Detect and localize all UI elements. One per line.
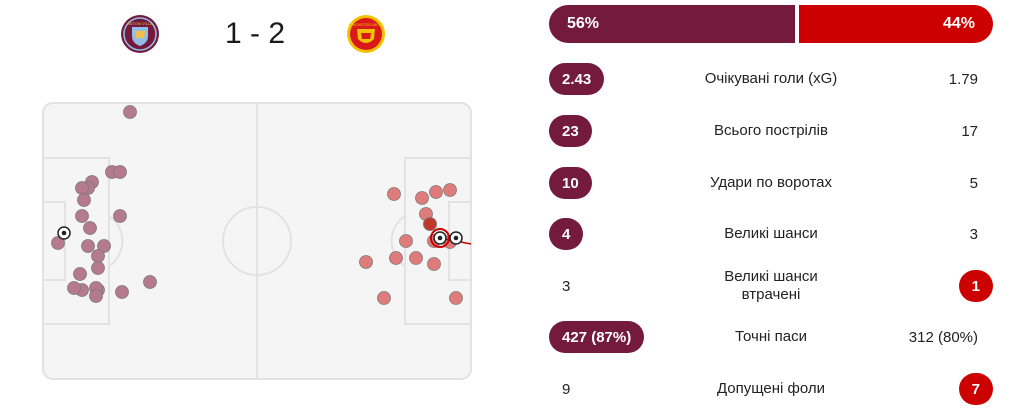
stat-row-big-chances: 4 Великі шанси 3 [549,214,993,254]
stat-label: Точні паси [735,328,807,345]
stat-home-value: 4 [549,218,584,250]
away-shot [399,234,413,248]
away-shot [389,251,403,265]
home-shot [115,285,129,299]
away-shot [415,191,429,205]
stat-away-value: 17 [961,122,978,140]
away-shot [449,291,463,305]
home-shot [75,181,89,195]
possession-bar: 56% 44% [549,5,993,43]
stat-home-value: 10 [549,167,592,199]
stat-away-value: 5 [969,174,978,192]
stat-home-value: 2.43 [549,63,605,95]
home-shot [143,275,157,289]
home-shot [113,209,127,223]
stat-row-shots-on-target: 10 Удари по воротах 5 [549,163,993,203]
home-shot [73,267,87,281]
stat-away-value: 312 (80%) [908,328,978,346]
stat-label: Удари по воротах [709,174,832,191]
away-goal-icon [430,228,450,248]
away-shot [409,251,423,265]
shot-map-pitch [42,102,472,380]
stat-row-total-shots: 23 Всього пострілів 17 [549,111,993,151]
crest-text: ASTON VILLA [127,21,153,26]
home-shot [51,236,65,250]
stat-home-value: 3 [562,277,571,295]
pitch-markings [42,102,472,380]
home-shot [123,105,137,119]
away-shot [427,257,441,271]
match-score: 1 - 2 [224,17,286,50]
away-shot-highlight [423,217,437,231]
shots-layer [51,105,472,305]
stat-home-value: 9 [562,380,571,398]
home-shot [91,249,105,263]
stat-label: Великі шанси втрачені [724,268,818,303]
away-shot [429,185,443,199]
crest-text: MANCHESTER UNITED [348,23,384,27]
stat-away-value: 3 [969,225,978,243]
away-shot [387,187,401,201]
home-shot [83,221,97,235]
stat-away-value: 1.79 [948,70,978,88]
stat-home-value: 427 (87%) [549,321,645,353]
stat-row-xg: 2.43 Очікувані голи (xG) 1.79 [549,59,993,99]
possession-away: 44% [799,5,993,43]
stat-away-value: 7 [958,373,993,405]
stat-row-accurate-passes: 427 (87%) Точні паси 312 (80%) [549,317,993,357]
home-goal-icon [57,226,71,240]
stat-away-value: 1 [958,270,993,302]
stat-label: Допущені фоли [716,380,826,397]
away-shot [359,255,373,269]
home-shot [77,193,91,207]
stat-home-value: 23 [549,115,592,147]
possession-home: 56% [549,5,795,43]
home-shot [97,239,111,253]
stat-row-fouls: 9 Допущені фоли 7 [549,369,993,409]
aston-villa-crest: ASTON VILLA [121,15,159,53]
stat-label: Очікувані голи (xG) [704,70,838,87]
stat-label: Великі шанси [724,225,818,242]
away-goal-icon [449,231,463,245]
away-shot [377,291,391,305]
home-shot [91,261,105,275]
home-shot [81,239,95,253]
home-shot [67,281,81,295]
stat-label: Всього пострілів [714,122,828,139]
home-shot [113,165,127,179]
stat-row-big-chances-missed: 3 Великі шанси втрачені 1 [549,266,993,306]
home-shot [75,209,89,223]
manchester-united-crest: MANCHESTER UNITED [347,15,385,53]
home-shot [89,289,103,303]
away-shot [443,183,457,197]
